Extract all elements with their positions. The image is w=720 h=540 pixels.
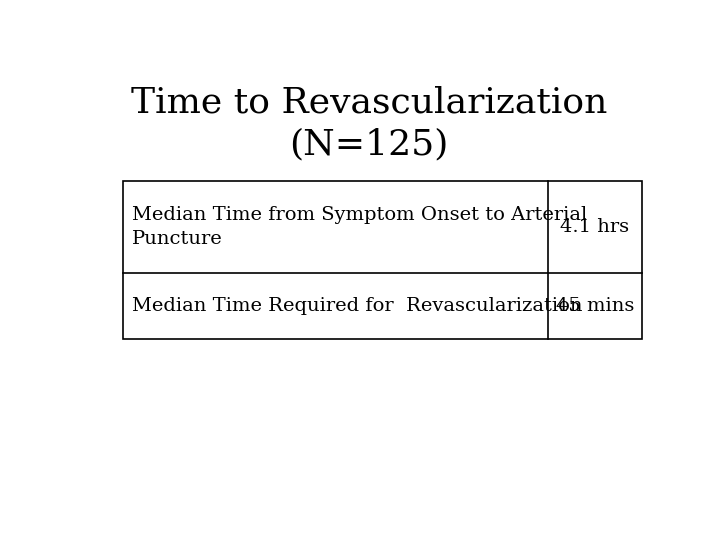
Text: 45 mins: 45 mins [556, 297, 634, 315]
Text: Time to Revascularization
(N=125): Time to Revascularization (N=125) [131, 85, 607, 161]
Text: Median Time from Symptom Onset to Arterial
Puncture: Median Time from Symptom Onset to Arteri… [132, 206, 587, 248]
Text: Median Time Required for  Revascularization: Median Time Required for Revascularizati… [132, 297, 582, 315]
Bar [124, 181, 642, 339]
Text: 4.1 hrs: 4.1 hrs [560, 218, 629, 236]
